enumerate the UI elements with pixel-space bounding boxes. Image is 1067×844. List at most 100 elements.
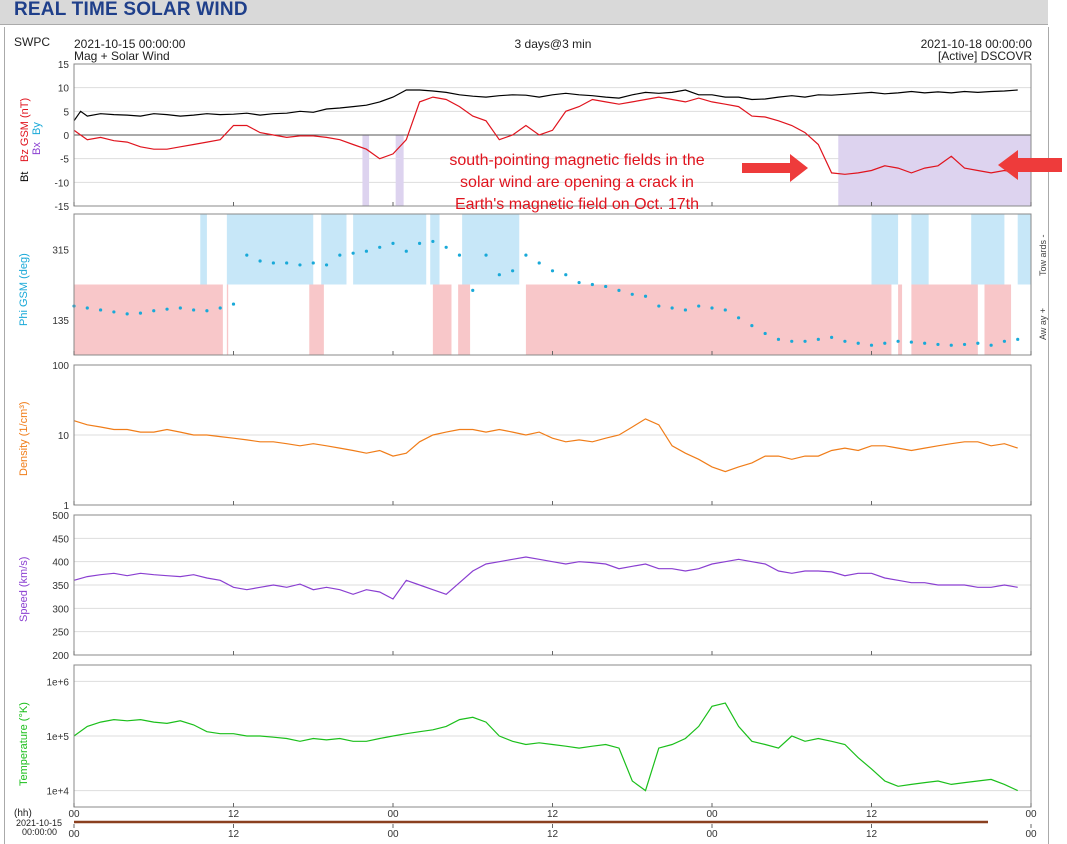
phi-point-58 [843, 339, 847, 343]
phi-point-9 [192, 308, 196, 312]
annotation-line-3: Earth's magnetic field on Oct. 17th [455, 196, 699, 213]
arrow-left [742, 154, 808, 182]
away-shade-3 [432, 284, 452, 355]
south-bz-shade-1 [395, 135, 404, 206]
phi-point-2 [98, 308, 103, 312]
phi-point-47 [697, 304, 701, 308]
bt-label: Bt [19, 172, 31, 182]
phi-point-59 [856, 341, 860, 345]
density-ytick-1: 10 [58, 431, 70, 442]
phi-point-11 [218, 306, 222, 310]
phi-point-60 [869, 343, 874, 347]
panel-border [4, 27, 1049, 844]
phi-point-69 [989, 343, 993, 347]
towards-shade-0 [200, 214, 207, 285]
phi-point-12 [231, 302, 236, 306]
phi-ytick-0: 315 [52, 245, 69, 256]
temperature-ytick-1: 1e+5 [46, 732, 69, 743]
mag-ytick-4: -5 [60, 155, 69, 166]
phi-point-7 [165, 307, 169, 311]
phi-point-33 [511, 269, 515, 273]
phi-point-3 [112, 310, 116, 314]
phi-point-54 [790, 339, 794, 343]
xtick-label-bottom-0: 00 [68, 829, 80, 840]
speed-series-line [73, 556, 1018, 600]
away-shade-5 [525, 284, 872, 355]
xtick-label-bottom-5: 12 [866, 829, 878, 840]
phi-point-46 [683, 308, 688, 312]
density-ytick-0: 100 [52, 361, 69, 372]
density-ytick-2: 1 [63, 501, 69, 512]
xtick-label-bottom-2: 00 [387, 829, 399, 840]
temperature-series-line [73, 702, 1018, 792]
towards-label: Tow ards - [1038, 234, 1048, 276]
phi-point-53 [776, 337, 781, 341]
mag-ytick-5: -10 [55, 178, 70, 189]
phi-point-71 [1016, 337, 1020, 341]
phi-point-70 [1002, 339, 1007, 343]
annotation: south-pointing magnetic fields in the so… [449, 150, 1062, 213]
xtick-label-top-1: 12 [228, 809, 240, 820]
annotation-line-2: solar wind are opening a crack in [460, 174, 694, 191]
away-shade-7 [898, 284, 903, 355]
speed-ytick-4: 300 [52, 604, 69, 615]
phi-point-65 [936, 342, 940, 347]
phi-point-52 [763, 331, 767, 336]
xtick-label-top-2: 00 [387, 809, 399, 820]
phi-point-50 [736, 316, 741, 320]
phi-point-35 [537, 261, 541, 265]
phi-point-37 [564, 273, 568, 277]
subtitle-right: [Active] DSCOVR [938, 49, 1032, 63]
south-bz-shade-0 [362, 135, 370, 206]
phi-point-63 [909, 340, 913, 344]
phi-point-15 [271, 261, 275, 265]
mag-ytick-3: 0 [63, 131, 69, 142]
phi-point-21 [351, 251, 355, 255]
away-shade-0 [74, 284, 223, 355]
phi-point-45 [670, 306, 674, 310]
bx-label: Bx [31, 142, 43, 155]
phi-point-29 [457, 253, 462, 257]
phi-point-4 [125, 312, 129, 316]
phi-point-56 [816, 337, 820, 341]
start-time: 2021-10-15 00:00:00 [74, 37, 186, 51]
phi-point-42 [630, 292, 634, 296]
phi-point-24 [391, 241, 395, 245]
phi-point-36 [550, 269, 555, 273]
annotation-line-1: south-pointing magnetic fields in the [449, 152, 704, 169]
phi-point-55 [803, 339, 807, 343]
phi-point-20 [338, 253, 342, 257]
end-time: 2021-10-18 00:00:00 [921, 37, 1033, 51]
phi-point-8 [178, 306, 182, 310]
phi-point-57 [830, 335, 834, 339]
phi-point-5 [138, 311, 143, 315]
xtick-label-bottom-6: 00 [1025, 829, 1037, 840]
away-shade-6 [871, 284, 892, 355]
title-bar: REAL TIME SOLAR WIND [0, 0, 1048, 25]
phi-point-23 [378, 245, 382, 249]
away-label: Aw ay + [1038, 308, 1048, 340]
temperature-ytick-0: 1e+6 [46, 677, 69, 688]
phi-point-22 [364, 249, 369, 253]
towards-shade-8 [971, 214, 1005, 285]
speed-ytick-6: 200 [52, 651, 69, 662]
xtick-label-top-0: 00 [68, 809, 80, 820]
by-label: By [31, 122, 43, 135]
mag-ytick-1: 10 [58, 84, 70, 95]
subtitle-left: Mag + Solar Wind [74, 49, 170, 63]
date-time-label: 00:00:00 [22, 827, 57, 837]
temperature-ytick-2: 1e+4 [46, 787, 69, 798]
phi-point-67 [962, 342, 967, 347]
phi-ytick-1: 135 [52, 316, 69, 327]
phi-point-17 [298, 263, 302, 267]
phi-point-26 [417, 241, 422, 245]
towards-shade-4 [430, 214, 440, 285]
phi-point-39 [590, 282, 594, 287]
phi-point-30 [471, 288, 475, 292]
speed-ytick-5: 250 [52, 628, 69, 639]
phi-point-41 [617, 288, 621, 292]
phi-point-27 [431, 239, 435, 244]
phi-point-28 [444, 245, 448, 249]
towards-shade-1 [226, 214, 314, 285]
phi-point-1 [85, 306, 89, 310]
